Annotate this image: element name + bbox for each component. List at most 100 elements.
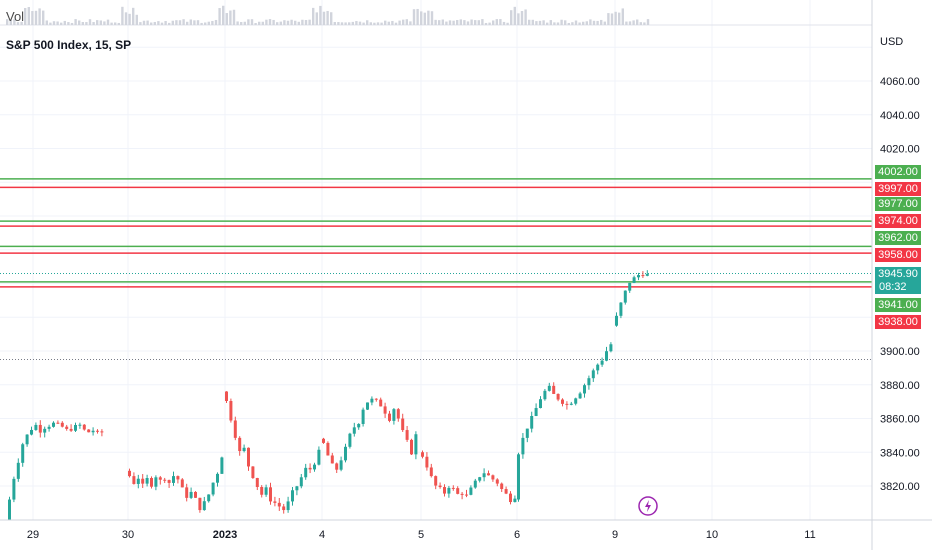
candle[interactable] [96, 429, 99, 434]
candle[interactable] [628, 282, 632, 293]
candle[interactable] [225, 391, 228, 404]
candle[interactable] [366, 402, 369, 410]
candle[interactable] [74, 422, 77, 432]
candle[interactable] [295, 485, 299, 496]
candle[interactable] [260, 485, 264, 498]
candle[interactable] [238, 436, 242, 456]
candle[interactable] [277, 497, 281, 511]
candle[interactable] [632, 275, 636, 284]
candle[interactable] [52, 421, 55, 428]
candle[interactable] [443, 484, 446, 497]
candle[interactable] [60, 421, 64, 428]
candle[interactable] [561, 398, 564, 407]
candle[interactable] [429, 463, 433, 478]
candle[interactable] [47, 424, 51, 432]
candle[interactable] [552, 382, 556, 395]
candle[interactable] [180, 478, 184, 488]
candle[interactable] [396, 407, 400, 422]
candle[interactable] [623, 290, 627, 305]
candle[interactable] [370, 396, 374, 406]
candle[interactable] [326, 441, 330, 456]
candle[interactable] [189, 487, 193, 500]
candle[interactable] [78, 422, 82, 429]
candle[interactable] [517, 452, 520, 502]
candle[interactable] [344, 443, 347, 463]
candle[interactable] [330, 452, 334, 464]
candle[interactable] [317, 446, 321, 466]
candle[interactable] [286, 496, 290, 513]
candle[interactable] [525, 428, 529, 443]
candle[interactable] [469, 485, 473, 496]
candle[interactable] [198, 497, 202, 513]
symbol-title[interactable]: S&P 500 Index, 15, SP [6, 38, 132, 52]
candle[interactable] [434, 475, 438, 490]
candle[interactable] [313, 462, 316, 472]
candle[interactable] [304, 463, 308, 480]
candle[interactable] [308, 463, 312, 474]
candle[interactable] [207, 494, 211, 503]
candle[interactable] [348, 432, 352, 449]
candle[interactable] [383, 402, 387, 418]
candle[interactable] [154, 475, 158, 491]
candle[interactable] [176, 475, 180, 484]
candle[interactable] [145, 474, 149, 487]
candle[interactable] [509, 491, 512, 505]
candle[interactable] [299, 473, 303, 489]
candle[interactable] [34, 422, 38, 431]
candle[interactable] [473, 478, 477, 489]
candle[interactable] [247, 447, 250, 471]
candle[interactable] [596, 363, 600, 375]
horizontal-levels[interactable] [0, 178, 872, 360]
candle[interactable] [414, 431, 418, 460]
candle[interactable] [357, 423, 361, 430]
candle[interactable] [600, 357, 604, 367]
candle[interactable] [141, 474, 145, 488]
candle[interactable] [534, 403, 538, 417]
candle[interactable] [539, 396, 542, 409]
candle[interactable] [352, 422, 356, 437]
candle[interactable] [374, 398, 378, 402]
candle[interactable] [167, 479, 171, 488]
candle[interactable] [641, 271, 645, 278]
candle[interactable] [255, 477, 259, 491]
candle[interactable] [233, 416, 237, 441]
candle[interactable] [565, 401, 569, 410]
candle[interactable] [388, 410, 391, 423]
candle[interactable] [38, 420, 42, 438]
candle[interactable] [547, 382, 551, 392]
candle[interactable] [605, 346, 608, 362]
candle[interactable] [421, 450, 424, 459]
candle[interactable] [587, 375, 591, 390]
candle[interactable] [216, 472, 219, 487]
currency-label[interactable]: USD [880, 36, 904, 48]
candle[interactable] [619, 302, 623, 319]
candle[interactable] [609, 342, 613, 353]
candle[interactable] [251, 466, 255, 479]
candle[interactable] [637, 272, 640, 281]
candle[interactable] [447, 485, 451, 498]
candle[interactable] [521, 433, 525, 459]
candle[interactable] [456, 486, 460, 495]
candle[interactable] [513, 495, 517, 503]
candle[interactable] [273, 496, 277, 507]
candle[interactable] [185, 483, 189, 502]
candle[interactable] [401, 413, 405, 432]
lightning-icon[interactable] [638, 496, 658, 516]
candle[interactable] [150, 476, 153, 489]
candle[interactable] [291, 487, 294, 506]
candle[interactable] [392, 407, 396, 425]
candle[interactable] [264, 484, 268, 497]
candle[interactable] [645, 270, 649, 277]
candle[interactable] [82, 424, 86, 431]
candle[interactable] [87, 429, 91, 433]
candle[interactable] [500, 482, 504, 492]
candle[interactable] [504, 486, 508, 495]
candle[interactable] [65, 424, 69, 431]
candle[interactable] [100, 429, 104, 437]
candle[interactable] [43, 426, 47, 438]
candle[interactable] [194, 491, 197, 499]
candle[interactable] [335, 462, 339, 474]
candle[interactable] [282, 503, 286, 514]
price-axis[interactable]: 4060.00 4040.00 4020.00 3900.00 3880.00 3860.… [871, 0, 920, 550]
candle[interactable] [556, 393, 560, 402]
